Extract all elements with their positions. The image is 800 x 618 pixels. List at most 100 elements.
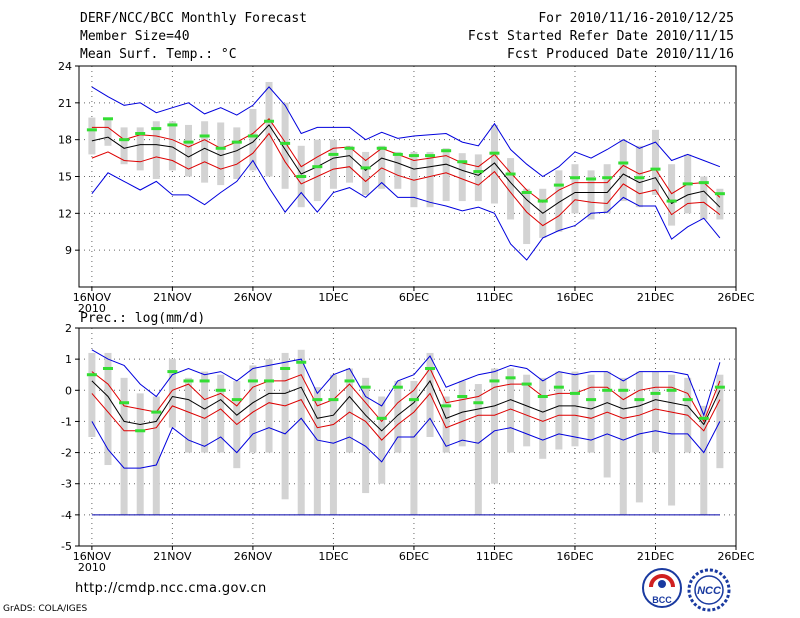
prec-observed-mark: [135, 429, 146, 433]
temp-spread-box: [716, 188, 724, 220]
temp-observed-mark: [521, 190, 532, 194]
prec-observed-mark: [650, 391, 661, 395]
temp-spread-box: [490, 124, 498, 204]
temp-spread-box: [619, 139, 627, 202]
prec-observed-mark: [199, 379, 210, 383]
temp-observed-mark: [714, 192, 725, 196]
source-url[interactable]: http://cmdp.ncc.cma.gov.cn: [75, 581, 267, 596]
temp-xtick-label: 1DEC: [318, 291, 348, 304]
prec-spread-box: [136, 393, 144, 515]
temp-spread-box: [281, 102, 289, 189]
prec-spread-box: [668, 374, 676, 506]
prec-spread-box: [603, 371, 611, 478]
prec-spread-box: [490, 368, 498, 484]
temp-spread-box: [201, 121, 209, 183]
temp-observed-mark: [650, 167, 661, 171]
temp-xtick-label: 11DEC: [476, 291, 513, 304]
prec-observed-mark: [441, 404, 452, 408]
prec-xtick-label: 1DEC: [318, 550, 348, 563]
prec-spread-box: [346, 368, 354, 453]
prec-spread-box: [619, 377, 627, 515]
temp-spread-box: [362, 151, 370, 195]
temp-mean-line: [91, 124, 721, 214]
prec-spread-box: [410, 380, 418, 515]
temp-observed-mark: [376, 146, 387, 150]
prec-observed-mark: [328, 398, 339, 402]
prec-spread-box: [217, 374, 225, 453]
variable-label: Mean Surf. Temp.: °C: [80, 47, 237, 62]
prec-observed-mark: [666, 388, 677, 392]
prec-frame: [78, 327, 737, 547]
temp-observed-mark: [102, 117, 113, 121]
temp-ytick-label: 12: [58, 207, 72, 220]
temp-spread-box: [555, 170, 563, 232]
prec-spread-box: [394, 380, 402, 453]
temp-observed-mark: [505, 172, 516, 176]
temp-spread-box: [571, 164, 579, 214]
prec-ytick-label: -4: [61, 509, 72, 522]
temp-spread-box: [523, 188, 531, 245]
temp-spread-box: [458, 153, 466, 202]
prec-xtick-label: 21DEC: [637, 550, 674, 563]
bcc-logo-text: BCC: [652, 595, 672, 605]
prec-spread-box: [168, 359, 176, 428]
prec-spread-box: [152, 396, 160, 515]
prec-lower-line: [91, 392, 721, 441]
prec-spread-box: [426, 352, 434, 437]
prec-observed-mark: [215, 388, 226, 392]
temp-observed-mark: [634, 176, 645, 180]
prec-xtick-label: 16NOV: [73, 550, 112, 563]
prec-observed-mark: [119, 401, 130, 405]
prec-observed-mark: [537, 395, 548, 399]
temp-observed-mark: [569, 176, 580, 180]
temp-observed-mark: [312, 165, 323, 169]
temp-upper-line: [91, 118, 721, 203]
temp-spread-box: [185, 124, 192, 177]
temp-observed-mark: [489, 151, 500, 155]
temp-spread-box: [426, 151, 434, 208]
temp-observed-mark: [280, 141, 291, 145]
prec-spread-box: [539, 377, 547, 459]
temp-observed-mark: [199, 134, 210, 138]
prec-xtick-label: 21NOV: [153, 550, 192, 563]
temp-observed-mark: [296, 175, 307, 178]
temp-observed-mark: [183, 140, 194, 144]
temp-observed-mark: [344, 146, 355, 150]
temp-spread-box: [233, 127, 241, 179]
temp-min-line: [91, 159, 721, 261]
temp-year-label: 2010: [78, 302, 106, 315]
temp-spread-box: [313, 139, 321, 202]
prec-observed-mark: [231, 398, 242, 402]
temp-observed-mark: [537, 199, 548, 203]
temp-observed-mark: [698, 181, 709, 185]
temp-observed-mark: [425, 154, 436, 158]
prec-xtick-label: 11DEC: [476, 550, 513, 563]
fcst-produced-date: Fcst Produced Date 2010/11/16: [507, 47, 734, 62]
prec-spread-box: [265, 359, 273, 453]
temp-observed-mark: [231, 140, 242, 144]
prec-spread-box: [507, 368, 515, 453]
prec-observed-mark: [634, 398, 645, 402]
prec-spread-box: [635, 371, 643, 503]
prec-min-line: [91, 417, 721, 469]
temp-spread-box: [668, 164, 676, 226]
temp-observed-mark: [167, 123, 178, 127]
ncc-logo: NCC: [687, 568, 731, 612]
prec-spread-box: [442, 396, 450, 453]
prec-title: Prec.: log(mm/d): [80, 311, 205, 326]
temp-spread-box: [378, 145, 386, 189]
temp-observed-mark: [602, 176, 613, 180]
temp-observed-mark: [441, 149, 452, 153]
prec-observed-mark: [408, 398, 419, 402]
prec-ytick-label: 0: [65, 384, 72, 397]
prec-observed-mark: [280, 366, 291, 370]
prec-panel: -5 -4 -3 -2 -1 0 1 2 16NOV 21NOV 26NOV 1DEC 6DEC 11DE…: [61, 311, 755, 574]
prec-observed-mark: [521, 382, 532, 386]
prec-xtick-label: 6DEC: [399, 550, 429, 563]
temp-spread-box: [329, 139, 337, 189]
prec-observed-mark: [682, 398, 693, 402]
prec-year-label: 2010: [78, 561, 106, 574]
temp-xtick-label: 21NOV: [153, 291, 192, 304]
prec-spread-box: [281, 352, 289, 500]
